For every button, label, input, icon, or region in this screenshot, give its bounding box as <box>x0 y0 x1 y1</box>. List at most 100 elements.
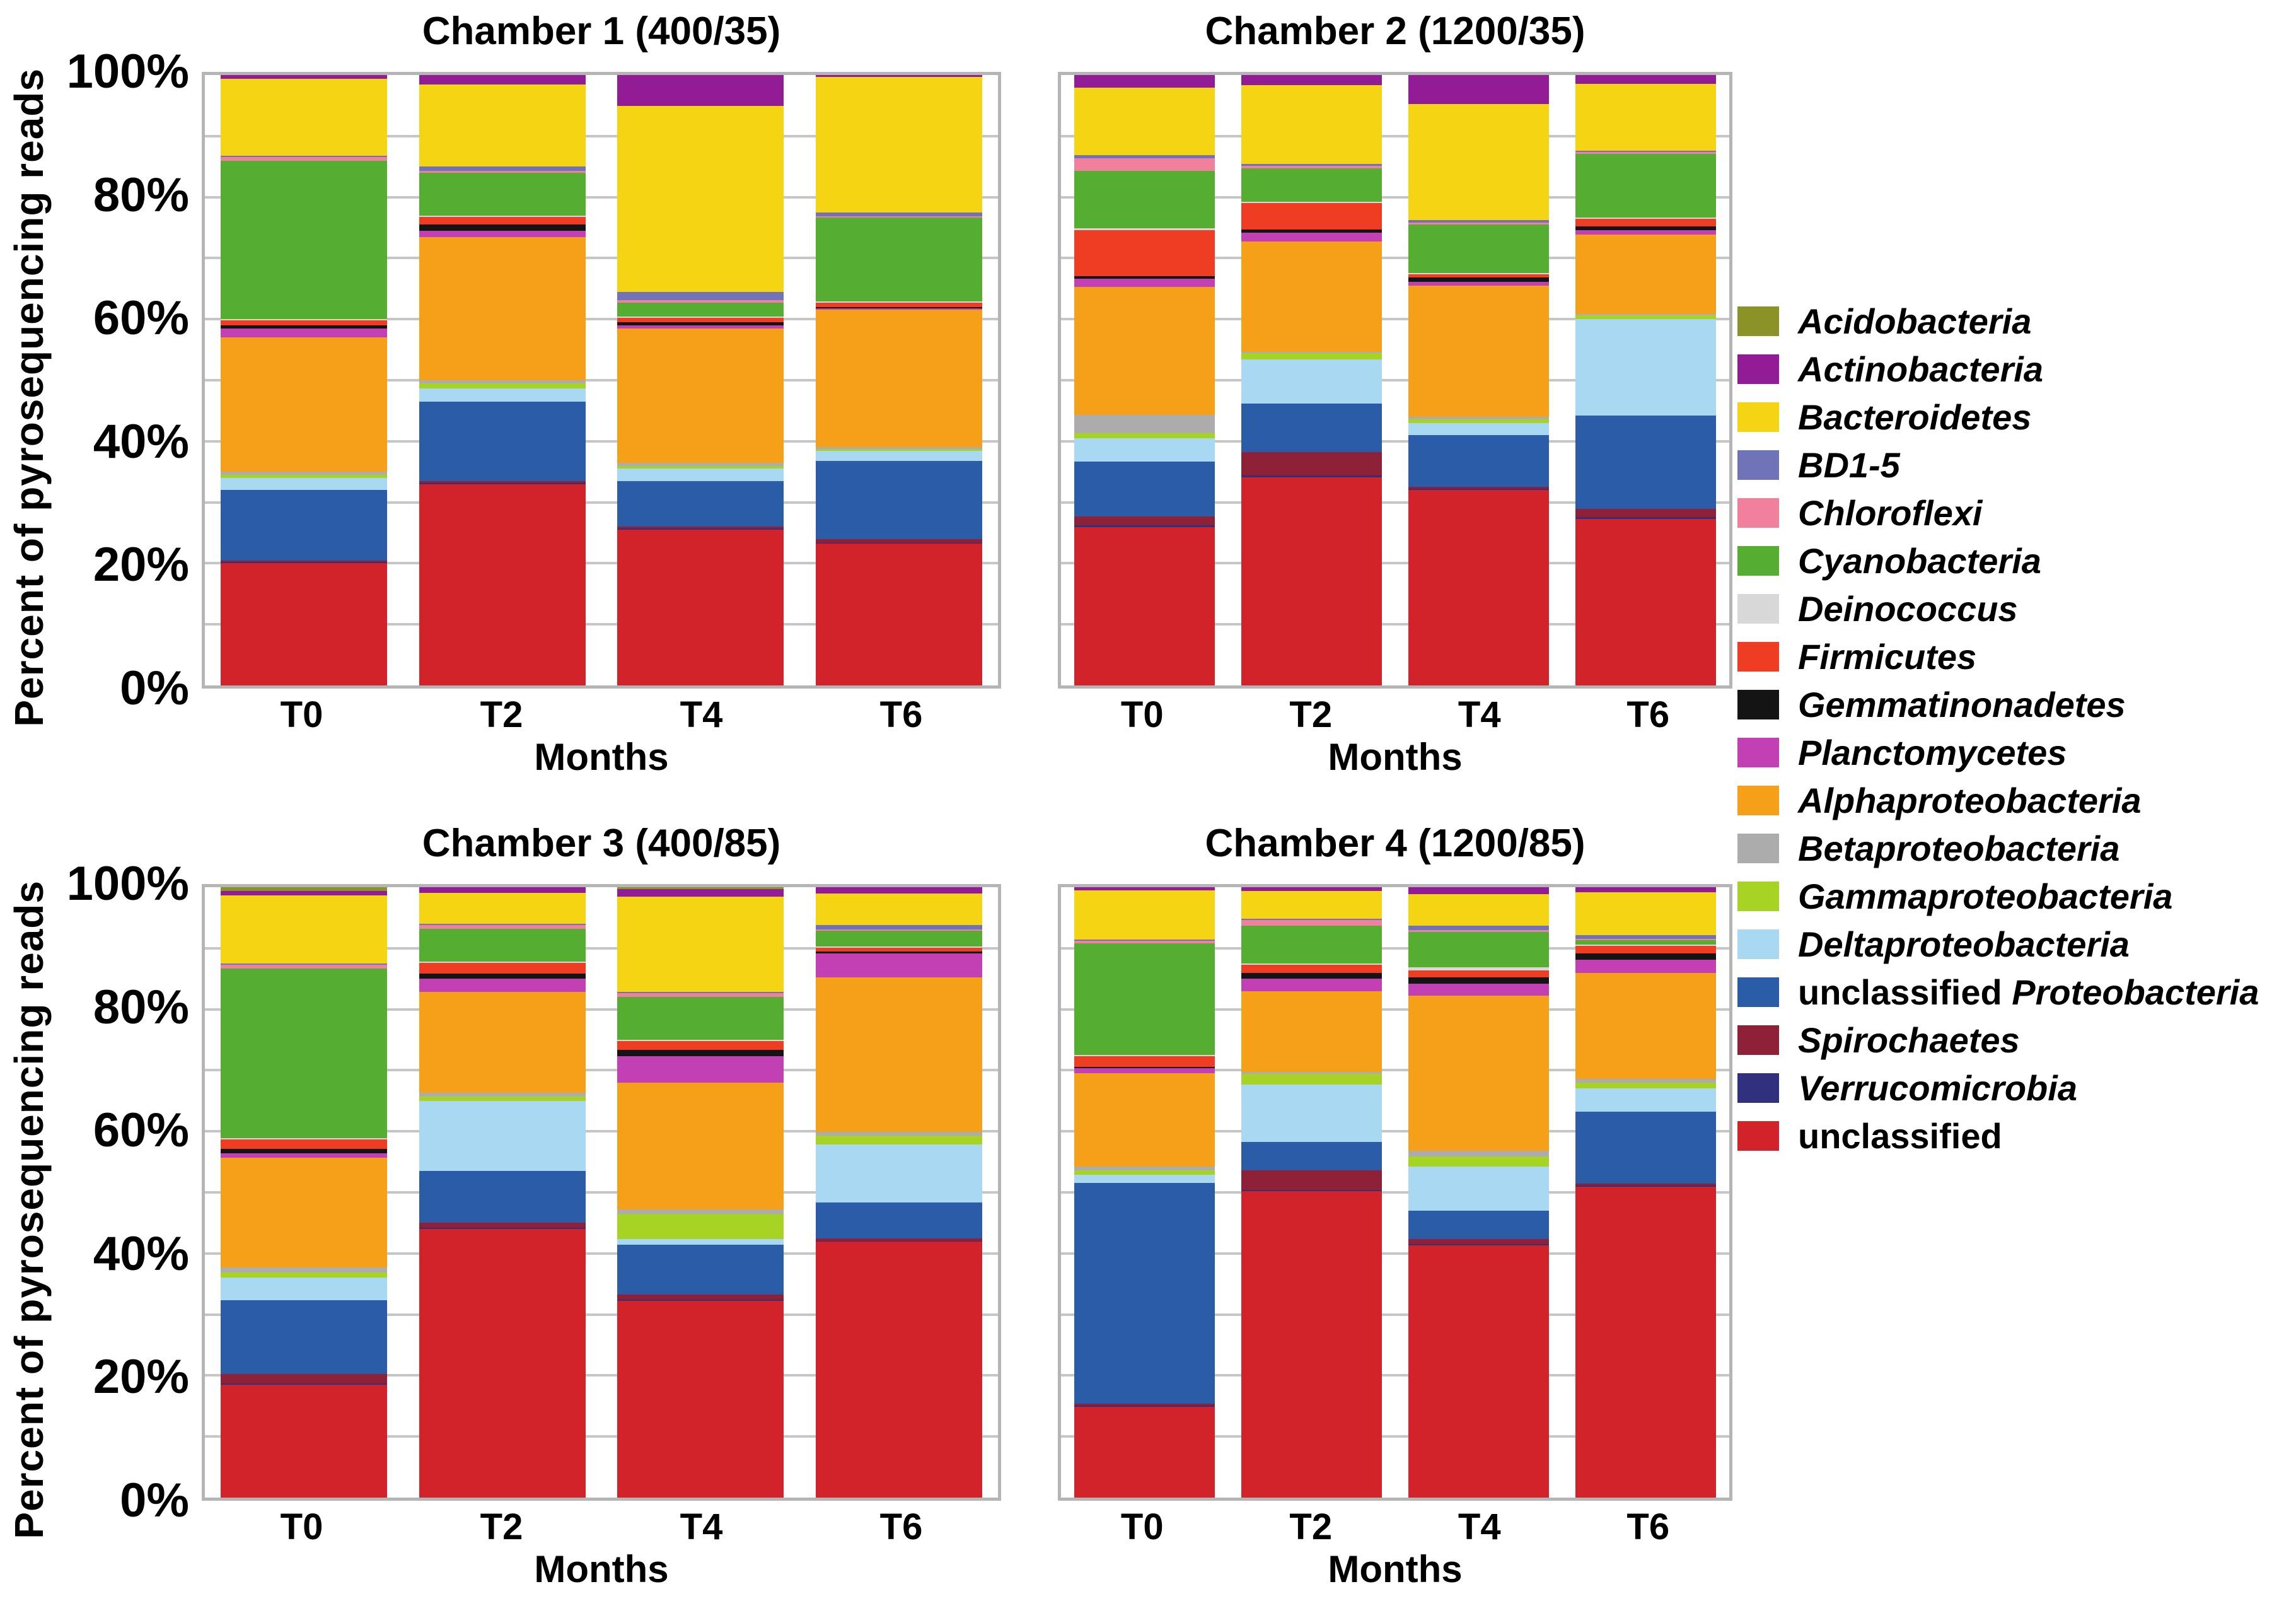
bar-segment-Betaproteobacteria <box>419 1093 586 1097</box>
bar-segment-Bacteroidetes <box>815 893 982 926</box>
bar-slot-T0 <box>205 887 403 1498</box>
bar-segment-Planctomycetes <box>1575 960 1716 973</box>
grid-line <box>205 440 998 443</box>
bar-segment-Bacteroidetes <box>1575 892 1716 935</box>
bar-segment-Bacteroidetes <box>1074 890 1215 940</box>
legend-item-Cyanobacteria: Cyanobacteria <box>1737 543 2296 578</box>
grid-line <box>205 946 998 950</box>
legend-swatch <box>1737 498 1779 528</box>
bar-segment-Firmicutes <box>617 1041 784 1050</box>
x-tick-label-T2: T2 <box>1289 1506 1333 1547</box>
bar-segment-Actinobacteria <box>815 75 982 78</box>
bar-segment-BD1-5 <box>1241 919 1382 921</box>
y-tick-label: 0% <box>120 661 189 715</box>
legend-swatch <box>1737 786 1779 815</box>
x-tick-label-T2: T2 <box>480 1506 523 1547</box>
legend-swatch <box>1737 1121 1779 1151</box>
bar-segment-unclassified <box>1074 527 1215 685</box>
bar-segment-Actinobacteria <box>617 75 784 106</box>
bar-segment-Spirochaetes <box>419 480 586 483</box>
bar-segment-Betaproteobacteria <box>221 1267 388 1272</box>
bar-segment-Chloroflexi <box>419 925 586 929</box>
legend-label: Actinobacteria <box>1798 349 2043 389</box>
bar-segment-BD1-5 <box>815 212 982 216</box>
legend-swatch <box>1737 1073 1779 1103</box>
legend-item-Deltaproteobacteria: Deltaproteobacteria <box>1737 926 2296 962</box>
grid-line <box>1061 1130 1729 1133</box>
bar-segment-Cyanobacteria <box>1241 926 1382 964</box>
legend-item-Spirochaetes: Spirochaetes <box>1737 1022 2296 1057</box>
bar-segment-Deinococcus <box>1241 964 1382 965</box>
bar-segment-Spirochaetes <box>815 539 982 543</box>
plot-area-chamber-3 <box>202 884 1001 1501</box>
legend-label: Firmicutes <box>1798 636 1977 677</box>
bar-segment-Firmicutes <box>221 320 388 325</box>
y-tick-label: 20% <box>93 1350 189 1404</box>
bar-segment-Verrucomicrobia <box>1408 489 1549 491</box>
bar-segment-Alphaproteobacteria <box>221 337 388 472</box>
bar-segment-Actinobacteria <box>1074 75 1215 88</box>
bar-segment-Planctomycetes <box>1575 230 1716 235</box>
bar-segment-Deinococcus <box>1408 272 1549 274</box>
grid-line <box>1061 379 1729 381</box>
bar-segment-unclassified-Proteobacteria <box>1074 461 1215 516</box>
bar-segment-Cyanobacteria <box>1241 168 1382 202</box>
bar-segment-Gammaproteobacteria <box>1575 315 1716 320</box>
x-tick-label-T6: T6 <box>879 1506 923 1547</box>
bar-segment-Cyanobacteria <box>617 997 784 1040</box>
bar-segment-BD1-5 <box>1241 164 1382 166</box>
stacked-bar-T6 <box>815 887 982 1498</box>
legend-item-unclassified-Proteobacteria: unclassified Proteobacteria <box>1737 972 2296 1012</box>
bar-segment-Chloroflexi <box>1575 152 1716 154</box>
bar-segment-Chloroflexi <box>617 993 784 998</box>
legend-swatch <box>1737 738 1779 767</box>
bar-segment-Chloroflexi <box>1241 166 1382 169</box>
bar-segment-Betaproteobacteria <box>1575 313 1716 316</box>
bar-segment-Gammaproteobacteria <box>617 465 784 469</box>
bar-segment-Chloroflexi <box>1575 939 1716 941</box>
y-tick-label: 100% <box>66 857 189 911</box>
legend-label: Alphaproteobacteria <box>1798 780 2142 820</box>
bar-segment-Gemmatinonadetes <box>221 1149 388 1154</box>
bar-segment-BD1-5 <box>617 991 784 993</box>
bar-segment-Deinococcus <box>1575 945 1716 946</box>
bar-segment-Actinobacteria <box>1408 887 1549 894</box>
legend-label: unclassified Proteobacteria <box>1798 972 2259 1012</box>
bar-segment-Verrucomicrobia <box>815 1240 982 1242</box>
grid-line <box>1061 195 1729 199</box>
bar-segment-Planctomycetes <box>419 979 586 992</box>
bar-segment-Chloroflexi <box>1408 929 1549 932</box>
bar-slot-T0 <box>1061 887 1228 1498</box>
stacked-bar-T4 <box>1408 887 1549 1498</box>
bar-segment-Alphaproteobacteria <box>1575 972 1716 1080</box>
bar-segment-Spirochaetes <box>1074 516 1215 526</box>
x-tick-label-T0: T0 <box>280 1506 323 1547</box>
bar-segment-Bacteroidetes <box>1241 890 1382 919</box>
bar-segment-Gemmatinonadetes <box>1241 229 1382 233</box>
bar-segment-Planctomycetes <box>221 1153 388 1158</box>
bar-segment-Deltaproteobacteria <box>1408 422 1549 436</box>
legend-swatch <box>1737 690 1779 719</box>
bar-segment-unclassified-Proteobacteria <box>1408 1211 1549 1239</box>
bar-segment-Verrucomicrobia <box>617 528 784 530</box>
bar-segment-Betaproteobacteria <box>221 472 388 475</box>
bar-segment-Bacteroidetes <box>617 105 784 292</box>
x-axis-ticks-chamber-4: T0 T2 T4 T6 <box>1058 1506 1732 1547</box>
grid-line <box>205 1313 998 1316</box>
bar-segment-Actinobacteria <box>1575 887 1716 892</box>
grid-line <box>1061 257 1729 260</box>
bar-segment-Actinobacteria <box>419 887 586 893</box>
bar-segment-Deinococcus <box>617 1040 784 1042</box>
bar-segment-Deinococcus <box>1575 217 1716 219</box>
bar-segment-BD1-5 <box>1575 151 1716 153</box>
bar-segment-Alphaproteobacteria <box>1241 991 1382 1073</box>
bar-slot-T4 <box>601 75 800 685</box>
grid-line <box>1061 134 1729 137</box>
grid-line <box>205 1130 998 1133</box>
bar-segment-Verrucomicrobia <box>1241 1190 1382 1192</box>
bar-segment-Deinococcus <box>617 317 784 318</box>
bar-segment-Verrucomicrobia <box>1408 1244 1549 1246</box>
bar-segment-Gammaproteobacteria <box>1074 1170 1215 1175</box>
bar-segment-Verrucomicrobia <box>1074 1405 1215 1407</box>
panel-chamber-2: Chamber 2 (1200/35) T0 T2 T4 T6 Months <box>1058 9 1732 786</box>
